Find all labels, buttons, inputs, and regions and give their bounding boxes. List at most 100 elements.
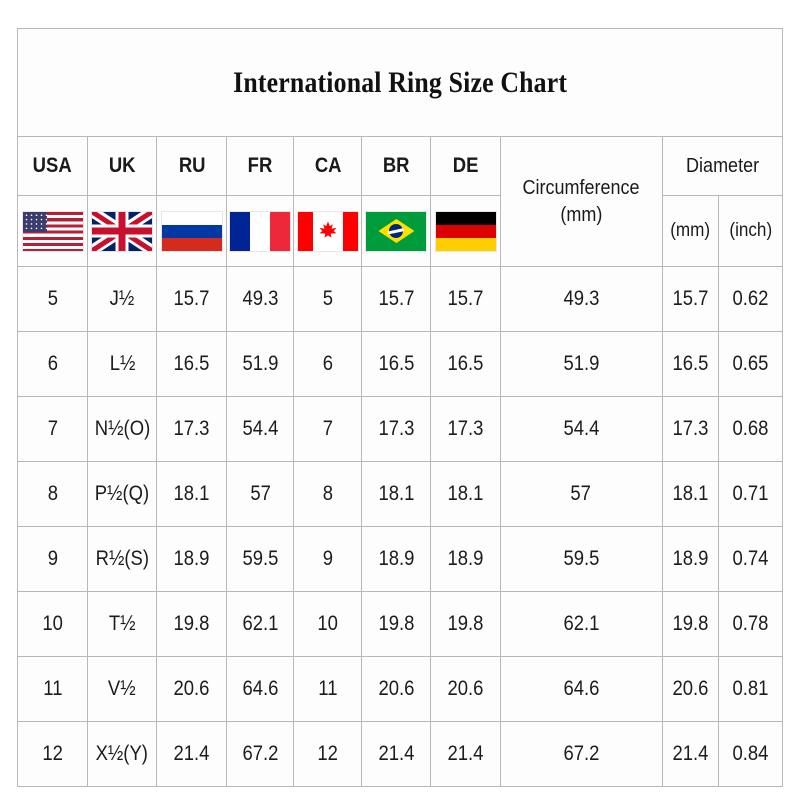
cell-value: 67.2 <box>563 742 600 765</box>
cell-value: 67.2 <box>242 742 279 765</box>
cell-value: J½ <box>109 287 135 310</box>
cell-value: 57 <box>249 482 271 505</box>
cell-usa: 8 <box>16 461 89 527</box>
cell-value: 49.3 <box>242 287 279 310</box>
cell-ca: 6 <box>293 331 363 397</box>
cell-value: 59.5 <box>242 547 279 570</box>
cell-usa: 12 <box>16 721 89 787</box>
cell-value: 7 <box>47 417 58 440</box>
cell-value: 6 <box>322 352 333 375</box>
cell-br: 21.4 <box>361 721 432 787</box>
table-row: 5 J½ 15.7 49.3 5 15.7 15.7 49.3 15.7 0.62 <box>16 266 784 332</box>
cell-value: 62.1 <box>242 612 279 635</box>
table-row: 11 V½ 20.6 64.6 11 20.6 20.6 64.6 20.6 0.81 <box>16 656 784 722</box>
cell-circumference: 64.6 <box>499 656 663 722</box>
cell-diameter-mm: 20.6 <box>661 656 719 722</box>
cell-value: 18.1 <box>672 482 709 505</box>
cell-value: 7 <box>322 417 333 440</box>
cell-uk: J½ <box>87 266 158 332</box>
cell-circumference: 59.5 <box>499 526 663 592</box>
cell-value: 18.9 <box>447 547 484 570</box>
cell-usa: 5 <box>16 266 89 332</box>
cell-value: 16.5 <box>447 352 484 375</box>
cell-uk: L½ <box>87 331 158 397</box>
flag-cell-de <box>430 195 501 267</box>
cell-value: 18.9 <box>672 547 709 570</box>
cell-value: 17.3 <box>173 417 210 440</box>
header-circumference-line2: (mm) <box>560 203 603 226</box>
cell-usa: 6 <box>16 331 89 397</box>
cell-de: 19.8 <box>430 591 501 657</box>
cell-value: 8 <box>322 482 333 505</box>
cell-br: 20.6 <box>361 656 432 722</box>
cell-value: V½ <box>108 677 136 700</box>
cell-diameter-inch: 0.74 <box>717 526 784 592</box>
cell-value: 17.3 <box>378 417 415 440</box>
table-row: 10 T½ 19.8 62.1 10 19.8 19.8 62.1 19.8 0.78 <box>16 591 784 657</box>
cell-fr: 57 <box>226 461 295 527</box>
flag-cell-ru <box>156 195 228 267</box>
cell-value: 18.1 <box>173 482 210 505</box>
table-row: 8 P½(Q) 18.1 57 8 18.1 18.1 57 18.1 0.71 <box>16 461 784 527</box>
cell-fr: 51.9 <box>226 331 295 397</box>
cell-value: 21.4 <box>672 742 709 765</box>
cell-value: 15.7 <box>173 287 210 310</box>
cell-value: 64.6 <box>563 677 600 700</box>
cell-circumference: 62.1 <box>499 591 663 657</box>
cell-ru: 18.1 <box>156 461 228 527</box>
header-country-br: BR <box>361 136 432 196</box>
cell-usa: 7 <box>16 396 89 462</box>
cell-ru: 21.4 <box>156 721 228 787</box>
cell-value: 12 <box>317 742 339 765</box>
header-country-uk: UK <box>87 136 158 196</box>
cell-fr: 59.5 <box>226 526 295 592</box>
cell-value: 20.6 <box>378 677 415 700</box>
cell-br: 19.8 <box>361 591 432 657</box>
cell-value: T½ <box>108 612 136 635</box>
cell-br: 15.7 <box>361 266 432 332</box>
cell-usa: 10 <box>16 591 89 657</box>
cell-diameter-inch: 0.65 <box>717 331 784 397</box>
flag-germany-icon <box>434 210 497 252</box>
cell-uk: T½ <box>87 591 158 657</box>
cell-value: 18.1 <box>447 482 484 505</box>
cell-value: 59.5 <box>563 547 600 570</box>
flag-cell-usa <box>16 195 89 267</box>
header-country-fr: FR <box>226 136 295 196</box>
cell-value: N½(O) <box>94 417 150 440</box>
cell-value: 19.8 <box>447 612 484 635</box>
cell-value: 21.4 <box>378 742 415 765</box>
cell-uk: V½ <box>87 656 158 722</box>
cell-fr: 67.2 <box>226 721 295 787</box>
cell-fr: 49.3 <box>226 266 295 332</box>
cell-diameter-inch: 0.81 <box>717 656 784 722</box>
title-row: International Ring Size Chart <box>17 28 783 137</box>
cell-br: 18.9 <box>361 526 432 592</box>
flag-france-icon <box>229 210 292 252</box>
flag-cell-ca <box>293 195 363 267</box>
cell-ru: 15.7 <box>156 266 228 332</box>
cell-value: 0.71 <box>732 482 769 505</box>
flag-cell-uk <box>87 195 158 267</box>
cell-value: 21.4 <box>173 742 210 765</box>
cell-value: 0.65 <box>732 352 769 375</box>
cell-diameter-mm: 16.5 <box>661 331 719 397</box>
cell-diameter-mm: 18.9 <box>661 526 719 592</box>
cell-usa: 11 <box>16 656 89 722</box>
cell-value: 15.7 <box>672 287 709 310</box>
cell-value: 17.3 <box>672 417 709 440</box>
cell-ru: 16.5 <box>156 331 228 397</box>
cell-value: 5 <box>47 287 58 310</box>
cell-value: L½ <box>109 352 135 375</box>
cell-de: 16.5 <box>430 331 501 397</box>
flag-brazil-icon <box>365 210 428 252</box>
cell-de: 18.9 <box>430 526 501 592</box>
cell-diameter-inch: 0.62 <box>717 266 784 332</box>
cell-value: 10 <box>42 612 63 635</box>
cell-value: 17.3 <box>447 417 484 440</box>
header-flag-row: (mm) (inch) <box>16 195 784 267</box>
cell-circumference: 57 <box>499 461 663 527</box>
cell-diameter-mm: 15.7 <box>661 266 719 332</box>
cell-value: 19.8 <box>173 612 210 635</box>
cell-value: 5 <box>322 287 333 310</box>
